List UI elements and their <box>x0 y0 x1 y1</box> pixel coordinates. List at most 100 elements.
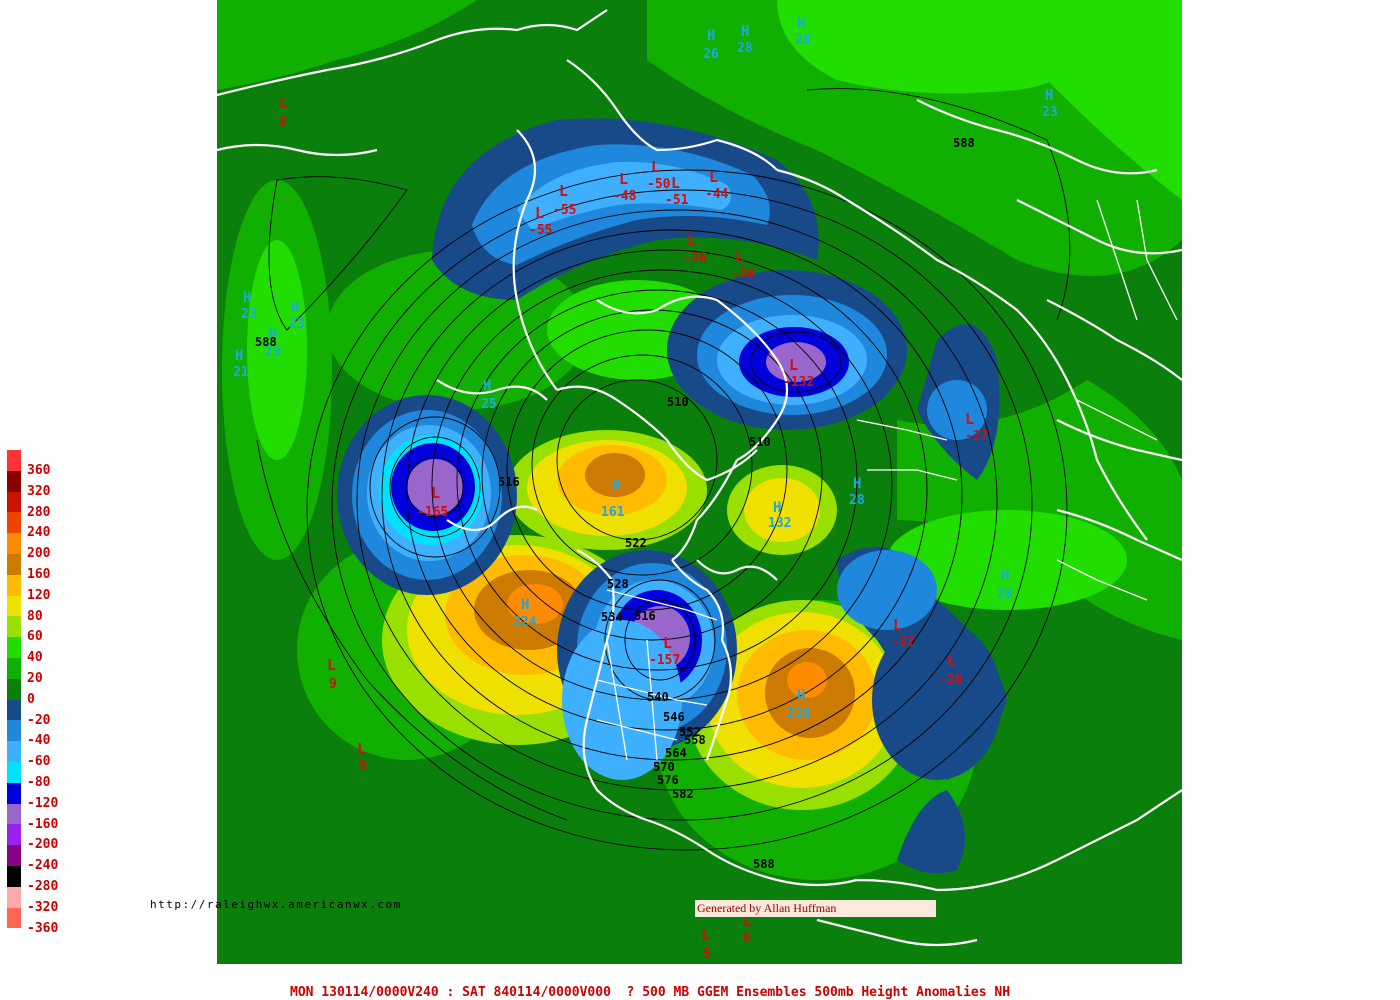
contour-label: 552 <box>679 725 701 739</box>
legend-label: -120 <box>27 795 59 811</box>
contour-label: 510 <box>667 395 689 409</box>
contour-label: 516 <box>634 609 656 623</box>
legend-swatch <box>7 533 21 554</box>
contour-label: 558 <box>684 733 706 747</box>
low-center-label: L-55 <box>529 204 552 238</box>
source-url: http://raleighwx.americanwx.com <box>150 898 402 911</box>
svg-text:26: 26 <box>703 47 719 62</box>
low-center-label: L -36 <box>683 231 707 266</box>
svg-text:23: 23 <box>241 307 257 322</box>
svg-text:H: H <box>291 300 299 316</box>
low-center-label: L-157 <box>649 634 680 668</box>
low-center-label: L6 <box>743 912 752 946</box>
contour-label: 546 <box>663 710 685 724</box>
svg-text:L: L <box>671 174 680 192</box>
legend-label: -60 <box>27 754 51 770</box>
svg-text:21: 21 <box>233 365 249 380</box>
legend-label: 200 <box>27 546 51 562</box>
legend-label: -160 <box>27 816 59 832</box>
legend-swatch <box>7 866 21 887</box>
svg-text:L: L <box>743 912 752 930</box>
low-center-label: L-27 <box>965 410 988 444</box>
legend-label: -360 <box>27 920 59 936</box>
legend-swatch <box>7 824 21 846</box>
svg-text:L: L <box>431 484 440 502</box>
svg-text:25: 25 <box>481 397 497 412</box>
contour-label: 516 <box>498 475 520 489</box>
height-anomaly-map: H26 H28 H28 H23 H23 H23 H23 H21 H25 H161… <box>217 0 1182 964</box>
svg-text:H: H <box>521 597 529 613</box>
svg-text:L: L <box>559 182 568 200</box>
low-center-label: L9 <box>357 740 367 774</box>
svg-text:-30: -30 <box>731 267 755 282</box>
low-center-label: L-44 <box>705 168 729 202</box>
high-center-label: H 228 <box>787 688 811 722</box>
svg-text:H: H <box>1045 88 1053 104</box>
high-center-label: H28 <box>737 24 753 56</box>
svg-text:-32: -32 <box>891 635 914 650</box>
high-center-label: H 25 <box>481 378 497 412</box>
legend-swatch <box>7 741 21 762</box>
svg-text:L: L <box>663 634 672 652</box>
legend-label: -20 <box>27 712 51 728</box>
svg-text:L: L <box>279 94 288 112</box>
contour-label: 570 <box>653 760 675 774</box>
legend-swatch <box>7 678 21 700</box>
legend-swatch <box>7 658 21 679</box>
svg-text:H: H <box>1001 568 1009 584</box>
credit-label: Generated by Allan Huffman <box>695 900 936 917</box>
svg-text:132: 132 <box>768 516 791 531</box>
svg-text:L: L <box>327 656 336 674</box>
svg-text:9: 9 <box>329 677 337 692</box>
legend-label: 80 <box>27 608 43 624</box>
high-center-label: H 161 <box>601 478 625 520</box>
legend-label: 0 <box>27 691 35 707</box>
svg-text:L: L <box>709 168 718 186</box>
svg-text:L: L <box>619 170 628 188</box>
contour-label: 510 <box>749 435 771 449</box>
svg-text:-51: -51 <box>665 193 689 208</box>
svg-text:L: L <box>357 740 366 758</box>
contour-label: 582 <box>672 787 694 801</box>
svg-text:-36: -36 <box>683 251 707 266</box>
svg-text:224: 224 <box>513 615 537 630</box>
contour-label: 564 <box>665 746 687 760</box>
low-center-label: L9 <box>327 656 337 692</box>
low-center-label: L8 <box>279 94 288 130</box>
high-center-label: H28 <box>795 16 811 48</box>
svg-text:H: H <box>483 378 491 394</box>
low-center-label: L-30 <box>731 248 755 282</box>
svg-text:H: H <box>797 688 805 704</box>
svg-text:-55: -55 <box>529 223 552 238</box>
svg-text:L: L <box>651 158 660 176</box>
legend-label: -280 <box>27 879 59 894</box>
svg-text:161: 161 <box>601 505 625 520</box>
legend-swatch <box>7 845 21 866</box>
svg-text:28: 28 <box>795 33 811 48</box>
low-labels: L8 L-55 L-55 L-48 L-50 L-51 L-44 L-36 L-… <box>279 94 988 962</box>
contour-labels: 588 588 588 516 510 510 522 528 534 516 … <box>255 136 975 871</box>
svg-text:H: H <box>773 500 781 516</box>
legend-swatch <box>7 450 21 471</box>
svg-text:9: 9 <box>359 759 367 774</box>
svg-text:6: 6 <box>743 931 751 946</box>
high-center-label: H28 <box>849 476 865 508</box>
country-borders <box>596 199 1178 761</box>
svg-text:23: 23 <box>289 317 305 332</box>
legend-swatch <box>7 595 21 617</box>
svg-text:8: 8 <box>279 115 287 130</box>
high-center-label: H23 <box>1042 88 1058 120</box>
legend-label: -240 <box>27 858 59 874</box>
svg-text:-165: -165 <box>417 505 448 520</box>
coastlines <box>217 9 1182 947</box>
svg-text:L: L <box>687 231 696 249</box>
svg-text:H: H <box>707 28 715 44</box>
svg-text:5: 5 <box>703 947 711 962</box>
svg-text:-48: -48 <box>613 189 637 204</box>
legend-label: 60 <box>27 629 43 645</box>
legend-swatch <box>7 782 21 804</box>
legend-label: 320 <box>27 483 51 499</box>
legend-swatch <box>7 907 21 929</box>
legend-label: 120 <box>27 587 51 603</box>
